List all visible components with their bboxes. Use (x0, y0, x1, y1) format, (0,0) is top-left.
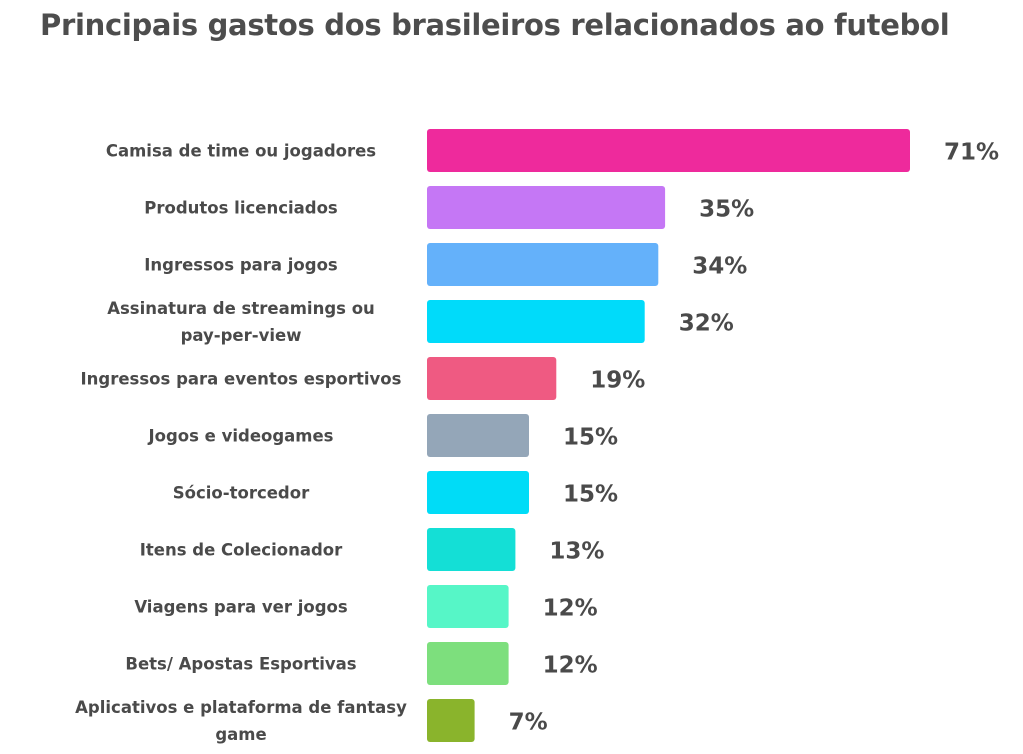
bar (427, 357, 557, 400)
category-label: Bets/ Apostas Esportivas (125, 655, 356, 674)
bar (427, 300, 645, 343)
value-label: 32% (679, 311, 734, 337)
category-label: Viagens para ver jogos (134, 598, 348, 617)
value-label: 12% (543, 596, 598, 622)
bar (427, 471, 529, 514)
category-label: Produtos licenciados (144, 199, 338, 218)
category-labels-layer: Camisa de time ou jogadores Produtos lice… (75, 142, 407, 745)
bar (427, 585, 509, 628)
category-label: Sócio-torcedor (173, 484, 310, 503)
value-label: 71% (944, 140, 999, 166)
value-label: 15% (563, 482, 618, 508)
value-labels-layer: 71% 35% 34% 32% 19% 15% 15% 13% 12% 12% 7% (509, 140, 999, 736)
category-label: Itens de Colecionador (140, 541, 343, 560)
bar (427, 129, 910, 172)
bar (427, 528, 516, 571)
bar (427, 642, 509, 685)
category-label: Aplicativos e plataforma de fantasy game (75, 698, 407, 744)
category-label: Camisa de time ou jogadores (106, 142, 376, 161)
value-label: 34% (692, 254, 747, 280)
value-label: 15% (563, 425, 618, 451)
category-label: Jogos e videogames (147, 427, 333, 446)
value-label: 13% (549, 539, 604, 565)
bar (427, 186, 666, 229)
value-label: 19% (590, 368, 645, 394)
category-label: Ingressos para eventos esportivos (81, 370, 402, 389)
bars-layer (427, 129, 910, 742)
bar (427, 699, 475, 742)
value-label: 12% (543, 653, 598, 679)
bar (427, 243, 659, 286)
category-label: Ingressos para jogos (144, 256, 338, 275)
bar (427, 414, 529, 457)
chart-title: Principais gastos dos brasileiros relaci… (40, 8, 950, 42)
value-label: 7% (509, 710, 548, 736)
value-label: 35% (699, 197, 754, 223)
category-label: Assinatura de streamings ou pay-per-view (107, 299, 375, 345)
